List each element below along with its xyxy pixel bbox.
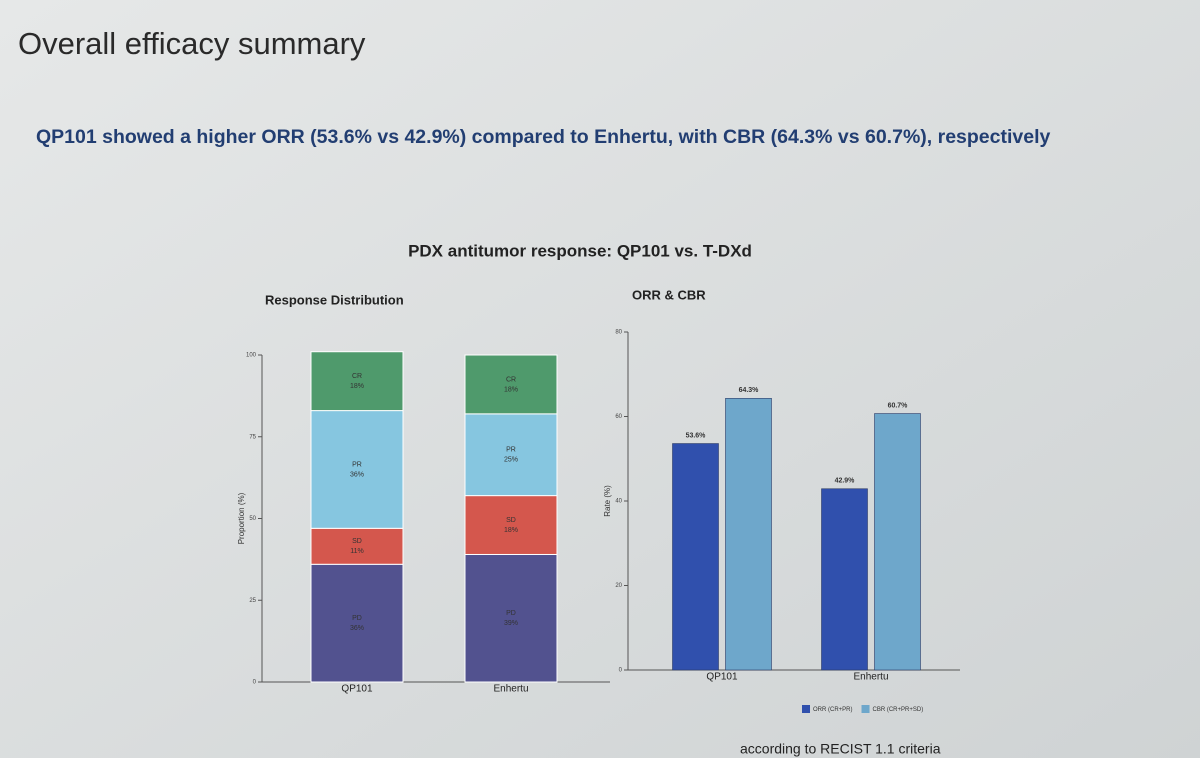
bar-segment <box>464 413 558 497</box>
y-tick-label: 50 <box>249 516 256 522</box>
segment-name: SD <box>506 517 516 524</box>
bar-segment <box>310 527 404 565</box>
y-tick-label: 60 <box>615 414 622 420</box>
segment-name: PR <box>352 461 362 468</box>
bar-segment <box>310 563 404 683</box>
value-label: 11% <box>350 548 364 555</box>
legend-swatch <box>861 705 870 713</box>
value-label: 42.9% <box>835 478 856 485</box>
value-label: 36% <box>350 471 364 478</box>
y-tick-label: 40 <box>615 499 622 505</box>
value-label: 18% <box>504 527 518 534</box>
legend-label: ORR (CR+PR) <box>813 707 853 713</box>
segment-name: SD <box>352 538 362 545</box>
bar-segment <box>464 553 558 683</box>
y-tick-label: 0 <box>619 668 623 674</box>
bar-segment <box>310 410 404 529</box>
bar-segment <box>464 354 558 415</box>
x-tick-label: QP101 <box>341 684 373 695</box>
value-label: 18% <box>350 383 364 390</box>
footnote: according to RECIST 1.1 criteria <box>740 741 941 757</box>
x-tick-label: Enhertu <box>853 672 888 683</box>
value-label: 39% <box>504 620 518 627</box>
y-tick-label: 80 <box>615 330 622 336</box>
segment-name: PR <box>506 447 516 454</box>
bar <box>874 413 921 671</box>
bar-segment <box>464 495 558 555</box>
segment-name: PD <box>506 610 516 617</box>
y-axis-label: Rate (%) <box>603 485 612 517</box>
bar <box>672 443 719 671</box>
legend-swatch <box>802 705 810 713</box>
y-axis-label: Proportion (%) <box>237 492 246 544</box>
x-tick-label: Enhertu <box>493 684 528 695</box>
y-tick-label: 0 <box>253 680 257 686</box>
y-tick-label: 20 <box>615 583 622 589</box>
chart-title: ORR & CBR <box>632 287 706 302</box>
segment-name: PD <box>352 615 362 622</box>
bar-segment <box>310 351 404 412</box>
slide-title: Overall efficacy summary <box>18 26 366 61</box>
figure-title: PDX antitumor response: QP101 vs. T-DXd <box>408 241 752 260</box>
value-label: 18% <box>504 386 518 393</box>
segment-name: CR <box>506 376 516 383</box>
value-label: 64.3% <box>739 387 760 394</box>
value-label: 36% <box>350 625 364 632</box>
value-label: 60.7% <box>888 402 909 409</box>
legend-label: CBR (CR+PR+SD) <box>873 707 924 713</box>
bar <box>725 398 772 671</box>
chart-title: Response Distribution <box>265 292 404 307</box>
segment-name: CR <box>352 373 362 380</box>
y-tick-label: 100 <box>246 353 257 359</box>
value-label: 25% <box>504 457 518 464</box>
slide-subtitle: QP101 showed a higher ORR (53.6% vs 42.9… <box>36 126 1051 148</box>
y-tick-label: 75 <box>249 434 256 440</box>
y-tick-label: 25 <box>249 598 256 604</box>
bar <box>821 488 868 671</box>
value-label: 53.6% <box>686 432 707 439</box>
x-tick-label: QP101 <box>706 672 738 683</box>
